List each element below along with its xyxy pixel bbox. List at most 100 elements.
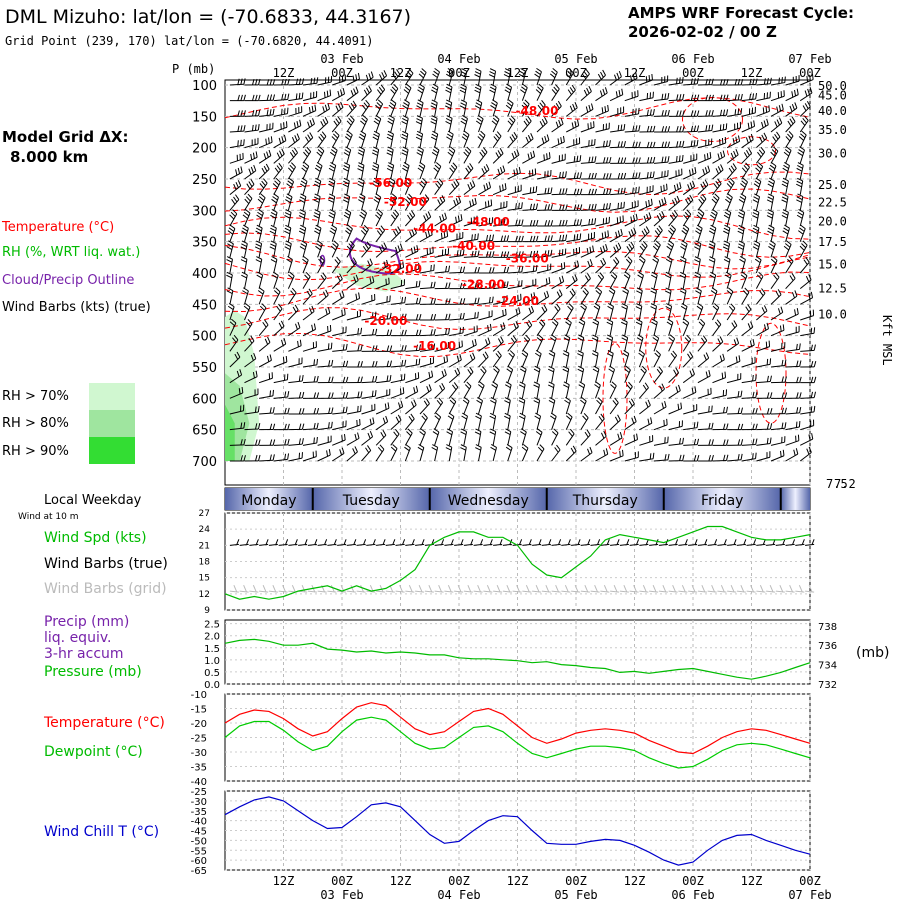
wind-barb-flag <box>707 153 708 159</box>
top-date-label: 04 Feb <box>437 52 480 66</box>
wind-barb-flag <box>580 233 581 239</box>
wind-barb-flag <box>679 156 680 162</box>
temp-tick-label: -20 <box>191 719 207 730</box>
wind-barb-flag <box>434 71 439 75</box>
rh70-label: RH > 70% <box>2 389 69 404</box>
wind-barb-flag <box>661 186 662 192</box>
wind-barb-shaft <box>245 116 259 117</box>
wind-barb-flag <box>811 392 812 398</box>
wind-barb-flag <box>422 68 426 72</box>
legend-cloud: Cloud/Precip Outline <box>2 273 134 288</box>
bottom-hour-label: 12Z <box>624 874 646 888</box>
wind-tick-label: 9 <box>204 606 210 616</box>
pressure-tick-label: 700 <box>192 455 217 470</box>
temperature-contour-label: -20.00 <box>364 314 407 328</box>
rh90-label: RH > 90% <box>2 444 69 459</box>
pressure-tick-label: 150 <box>192 110 217 125</box>
wind-barb-flag <box>709 406 710 412</box>
wind-barb-flag <box>650 453 651 459</box>
precip-tick-label: 2.5 <box>204 620 220 631</box>
weekday-label: Friday <box>701 493 743 509</box>
wind-barb-flag <box>725 372 726 378</box>
wind-barb-flag <box>781 451 782 457</box>
wind-barb-flag <box>679 77 680 83</box>
wind-barb-flag <box>677 156 678 162</box>
grid-point-subtitle: Grid Point (239, 170) lat/lon = (-70.682… <box>5 34 373 48</box>
wind-barb-shaft <box>449 272 463 273</box>
wind-barb-flag <box>416 359 417 365</box>
wind-barb-flag <box>475 312 476 318</box>
wind-barb-flag <box>536 68 541 71</box>
wind-barb-flag <box>327 91 328 97</box>
wind-barb-flag <box>519 281 520 287</box>
wind-barb-flag <box>811 292 812 298</box>
pressure-label: Pressure (mb) <box>44 664 142 680</box>
wind-barb-shaft <box>683 131 697 132</box>
wind-barb-flag <box>619 71 621 77</box>
wind-barb-shaft <box>552 194 566 195</box>
top-hour-label: 12Z <box>507 66 529 80</box>
wind-barb-flag <box>780 326 781 332</box>
temperature-label: Temperature (°C) <box>43 715 165 731</box>
cycle-label: AMPS WRF Forecast Cycle: <box>628 4 854 22</box>
wind-barb-flag <box>812 433 813 439</box>
wind-barb-shaft <box>347 351 361 352</box>
bottom-date-label: 03 Feb <box>320 888 363 900</box>
top-date-label: 03 Feb <box>320 52 363 66</box>
pressure-tick-label: 250 <box>192 173 217 188</box>
wind-barb-flag <box>646 76 647 82</box>
wind-barb-flag <box>811 377 813 383</box>
wind-barb-flag <box>273 390 274 396</box>
bottom-hour-label: 12Z <box>273 874 295 888</box>
bottom-date-label: 05 Feb <box>554 888 597 900</box>
legend-wind: Wind Barbs (kts) (true) <box>2 300 151 315</box>
top-hour-label: 12Z <box>390 66 412 80</box>
wind-barb-flag <box>403 387 404 393</box>
wind-barb-flag <box>652 74 653 80</box>
wind-barb-flag <box>536 71 541 74</box>
wind-tick-label: 24 <box>199 525 211 535</box>
top-hour-label: 00Z <box>682 66 704 80</box>
windchill-panel: -25-30-35-40-45-50-55-60-65 <box>191 787 810 877</box>
wind-barb-flag <box>624 202 625 208</box>
wind-barb-flag <box>299 93 300 99</box>
height-tick-label: 30.0 <box>818 147 847 161</box>
temperature-contour-label: -40.00 <box>452 239 495 253</box>
grid-spacing-label: Model Grid ΔX: <box>2 128 129 146</box>
cycle-value: 2026-02-02 / 00 Z <box>628 23 777 41</box>
wind-barb-flag <box>356 74 357 80</box>
bottom-hour-label: 00Z <box>682 874 704 888</box>
grid-spacing-value: 8.000 km <box>10 148 88 166</box>
wind-barb-flag <box>358 73 359 79</box>
wind-barb-flag <box>550 74 555 78</box>
wind-barb-flag <box>782 77 783 83</box>
wind-barb-flag <box>779 78 780 84</box>
wind-barb-flag <box>431 265 432 271</box>
temperature-panel: -10-15-20-25-30-35-40 <box>191 690 810 788</box>
wind-barb-flag <box>382 72 385 77</box>
wind-barb-shaft <box>742 84 756 85</box>
height-tick-label: 15.0 <box>818 258 847 272</box>
wind-barb-flag <box>490 69 495 72</box>
bottom-hour-label: 00Z <box>448 874 470 888</box>
wind-barb-flag <box>314 438 315 444</box>
wind-barb-shaft <box>508 225 522 226</box>
wind-barb-flag <box>490 72 495 75</box>
wind-barb-flag <box>633 109 634 115</box>
wind-barb-shaft <box>727 413 741 414</box>
top-date-label: 06 Feb <box>671 52 714 66</box>
top-hour-label: 12Z <box>741 66 763 80</box>
wind-barb-flag <box>476 69 481 72</box>
temperature-contour-label: -44.00 <box>413 221 456 235</box>
wind-10m-label: Wind at 10 m <box>18 512 78 522</box>
wind-barb-flag <box>811 361 813 367</box>
temp-tick-label: -35 <box>191 763 207 774</box>
wind-barb-flag <box>270 390 271 396</box>
wind-barb-flag <box>753 375 754 381</box>
pressure-tick-label: 600 <box>192 392 217 407</box>
height-tick-label: 12.5 <box>818 281 847 295</box>
wind-barb-flag <box>553 68 558 72</box>
top-hour-label: 00Z <box>331 66 353 80</box>
